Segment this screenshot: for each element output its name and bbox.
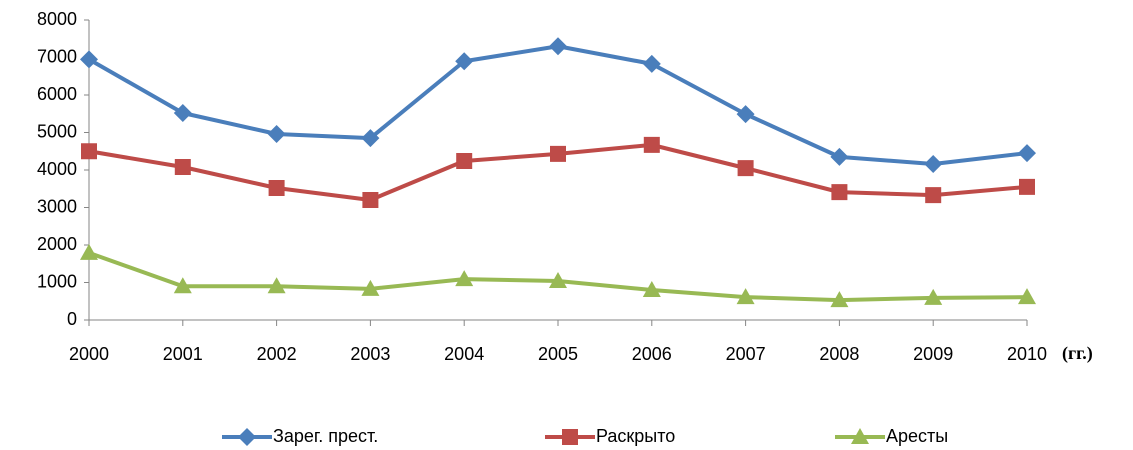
data-point: [173, 104, 192, 122]
data-point: [830, 291, 849, 308]
data-point: [80, 243, 98, 260]
y-tick-label: 0: [67, 309, 77, 329]
data-point: [643, 136, 660, 153]
data-point: [924, 155, 943, 173]
x-tick-label: 2001: [163, 344, 203, 364]
x-axis-label: (гг.): [1062, 343, 1093, 364]
data-point: [549, 272, 567, 288]
legend-marker: [238, 428, 256, 446]
data-point: [361, 279, 380, 296]
data-point: [362, 192, 379, 208]
legend-label: Раскрыто: [596, 426, 675, 446]
data-point: [268, 180, 285, 196]
x-tick-label: 2006: [632, 344, 672, 364]
x-tick-label: 2005: [538, 344, 578, 364]
y-tick-label: 1000: [37, 271, 77, 291]
data-point: [1018, 144, 1036, 163]
x-tick-label: 2000: [69, 344, 109, 364]
data-point: [1018, 288, 1036, 305]
data-point: [642, 54, 661, 73]
x-tick-label: 2009: [913, 344, 953, 364]
data-point: [80, 50, 98, 69]
x-tick-label: 2002: [257, 344, 297, 364]
data-point: [455, 270, 474, 287]
data-point: [267, 125, 286, 143]
data-point: [830, 147, 849, 166]
x-tick-label: 2010: [1007, 344, 1047, 364]
data-point: [456, 153, 473, 169]
y-tick-label: 4000: [37, 159, 77, 179]
data-point: [831, 184, 848, 201]
y-tick-label: 7000: [37, 46, 77, 66]
y-tick-label: 3000: [37, 196, 77, 216]
data-point: [925, 187, 942, 204]
y-tick-label: 5000: [37, 121, 77, 141]
data-point: [924, 288, 943, 305]
legend-label: Аресты: [886, 426, 948, 446]
legend-label: Зарег. прест.: [273, 426, 378, 446]
data-point: [736, 105, 755, 124]
data-point: [455, 52, 474, 71]
legend-marker: [562, 429, 578, 445]
x-tick-label: 2008: [819, 344, 859, 364]
data-point: [736, 288, 755, 305]
data-point: [174, 159, 191, 175]
data-point: [267, 277, 286, 294]
data-point: [642, 281, 661, 297]
data-point: [361, 129, 380, 148]
data-point: [173, 277, 192, 294]
x-tick-label: 2007: [726, 344, 766, 364]
data-point: [550, 145, 566, 162]
x-tick-label: 2003: [350, 344, 390, 364]
x-tick-label: 2004: [444, 344, 484, 364]
data-point: [549, 37, 567, 56]
legend-marker: [851, 428, 869, 444]
y-tick-label: 2000: [37, 234, 77, 254]
data-point: [1019, 178, 1035, 195]
data-point: [737, 160, 754, 177]
y-tick-label: 6000: [37, 84, 77, 104]
y-tick-label: 8000: [37, 9, 77, 29]
data-point: [81, 143, 97, 160]
